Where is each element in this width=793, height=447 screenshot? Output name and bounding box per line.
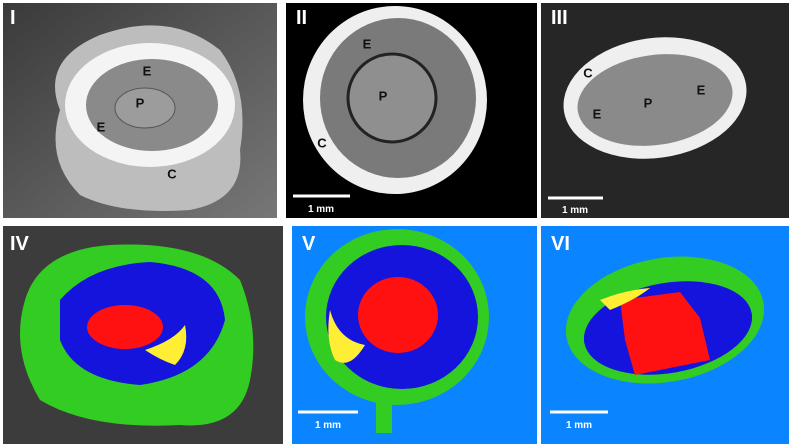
scale-bar-label: 1 mm [308,204,334,215]
annotation: E [97,119,106,134]
annotation: P [644,95,653,110]
annotation: E [363,36,372,51]
gap-segment [600,288,650,310]
gap-segment [145,325,187,365]
panel-iv: IV [3,226,283,444]
scale-bar-label: 1 mm [562,205,588,216]
panel-i: I E P E C [3,3,277,218]
panel-iii: III C E P E 1 mm [541,3,789,218]
annotation: E [143,63,152,78]
scale-bar-label: 1 mm [315,420,341,431]
gap-segment [328,310,365,363]
core [346,52,438,144]
shell-segment [376,395,392,433]
panel-vi: VI 1 mm [541,226,789,444]
annotation: C [317,135,327,150]
core [114,87,176,129]
core-segment [620,292,710,375]
annotation: C [583,65,593,80]
scale-bar-label: 1 mm [566,420,592,431]
panel-label: III [551,7,568,29]
annotation: E [593,106,602,121]
annotation: C [167,166,177,181]
panel-v: V 1 mm [292,226,537,444]
core-segment [87,305,163,349]
panel-label: VI [551,233,570,255]
interior [577,54,733,146]
panel-label: II [296,7,307,29]
panel-ii: II E P C 1 mm [286,3,537,218]
annotation: P [379,88,388,103]
panel-label: V [302,233,316,255]
panel-label: IV [10,233,30,255]
annotation: P [136,95,145,110]
core-segment [358,277,438,353]
panel-label: I [10,7,16,29]
annotation: E [697,82,706,97]
